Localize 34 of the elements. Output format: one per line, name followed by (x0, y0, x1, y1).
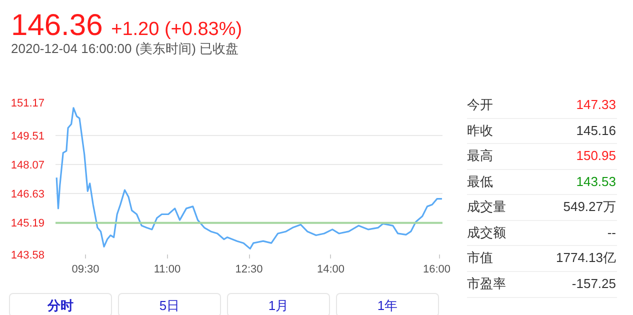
text: 1年 (336, 293, 439, 315)
text: 143.53 (576, 174, 616, 189)
text: 5日 (118, 293, 221, 315)
category-label: 市值 (467, 246, 525, 272)
category-label: 市盈率 (467, 271, 525, 297)
text: 549.27万 (563, 199, 616, 214)
category-label: 最高 (467, 144, 525, 170)
text: 1月 (227, 293, 330, 315)
x-tick-label: 11:00 (154, 264, 181, 276)
chart-subtitle: 2020-12-04 16:00:00 (美东时间) 已收盘 (11, 41, 239, 56)
text: 145.16 (576, 122, 616, 138)
y-tick-label: 145.19 (10, 217, 45, 230)
text: -157.25 (572, 276, 616, 291)
category-label: 成交量 (467, 194, 525, 220)
y-tick-label: 151.17 (10, 98, 45, 110)
y-tick-label: 146.63 (10, 188, 45, 200)
y-tick-label: 149.51 (10, 130, 45, 143)
text: 分时 (9, 293, 112, 315)
x-tick-label: 14:00 (316, 264, 345, 276)
x-tick-label: 12:30 (235, 264, 263, 276)
category-label: 今开 (467, 93, 525, 118)
y-tick-label: 148.07 (10, 160, 45, 172)
category-label: 成交额 (467, 220, 525, 246)
text: 1774.13亿 (556, 250, 616, 266)
chart-title: 146.36 +1.20 (+0.83%) (11, 9, 242, 42)
y-tick-label: 143.58 (10, 250, 45, 262)
text: 147.33 (576, 97, 616, 112)
x-tick-label: 16:00 (422, 264, 451, 276)
text: -- (607, 224, 616, 240)
x-tick-label: 09:30 (72, 264, 100, 276)
text: 150.95 (576, 148, 616, 164)
line-series (56, 107, 442, 250)
category-label: 昨收 (467, 118, 525, 144)
category-label: 最低 (467, 169, 525, 195)
